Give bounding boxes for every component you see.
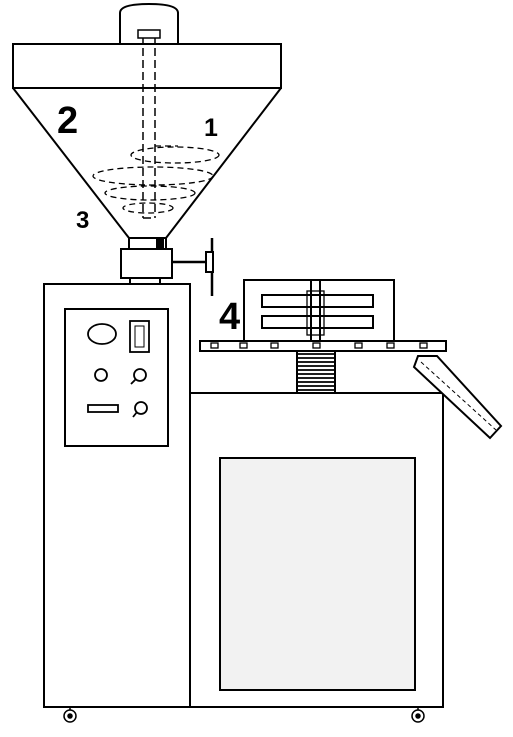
label-hopper: 2 (57, 100, 79, 142)
panel-knob-icon (133, 368, 147, 382)
panel-switch-icon (87, 404, 119, 413)
panel-knob-icon-2 (134, 401, 148, 415)
label-mold: 4 (219, 296, 241, 338)
hopper-cone (12, 87, 282, 239)
label-stirrer: 1 (204, 114, 218, 142)
press-cabinet-window (219, 457, 416, 691)
worktable (199, 340, 447, 352)
motor (119, 2, 179, 45)
panel-lamp-icon (94, 368, 108, 382)
mold-box (243, 279, 395, 342)
valve (120, 237, 214, 296)
stirrer-spiral (92, 145, 220, 214)
screw-column (296, 349, 336, 394)
discharge-chute (412, 355, 503, 440)
panel-controls (87, 320, 150, 418)
stirrer-shaft (142, 36, 156, 219)
panel-gauge-icon (87, 323, 117, 345)
casters (63, 707, 425, 723)
label-valve: 3 (76, 207, 90, 234)
control-panel (64, 308, 169, 447)
hopper-rim (12, 43, 282, 89)
